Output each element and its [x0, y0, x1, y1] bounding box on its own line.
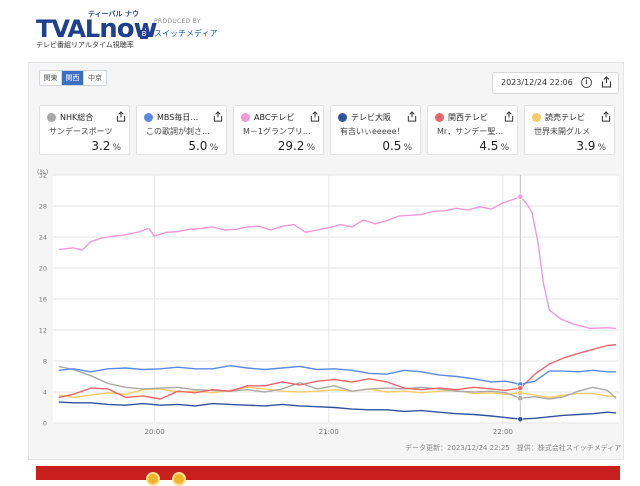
rating-unit: % [500, 143, 509, 153]
series-color-dot [532, 113, 541, 122]
coin-icon [146, 472, 160, 486]
hover-marker-0 [517, 395, 524, 402]
y-tick-label: 16 [39, 296, 47, 304]
station-name: 関西テレビ [448, 113, 488, 122]
x-tick-label: 22:00 [493, 428, 513, 435]
ratings-chart[interactable]: 0 4 8 12 16 20 24 28 32 (%) 20:00 21:00 22:00 [29, 167, 625, 436]
series-color-dot [144, 113, 153, 122]
share-icon[interactable] [213, 111, 223, 122]
series-color-dot [47, 113, 56, 122]
y-tick-label: 24 [39, 234, 47, 242]
share-icon[interactable] [601, 111, 611, 122]
y-tick-label: 4 [43, 389, 47, 397]
station-card-ktv[interactable]: 関西テレビ Mr．サンデー聖… 4.5% [427, 105, 518, 155]
program-title: サンデースポーツ [49, 127, 113, 136]
hover-marker-5 [517, 389, 524, 396]
rating-number: 5.0 [188, 139, 208, 153]
rating-value: 0.5% [382, 139, 412, 153]
program-title: この歌詞が刺さ… [146, 127, 210, 136]
logo-text: TVAL [36, 15, 100, 43]
logo-badge: B [140, 30, 148, 39]
logo-kana: ティーバル ナウ [88, 10, 139, 18]
share-icon[interactable] [116, 111, 126, 122]
series-color-dot [241, 113, 250, 122]
hover-marker-3 [517, 416, 524, 423]
rating-unit: % [209, 143, 218, 153]
share-icon[interactable] [310, 111, 320, 122]
rating-unit: % [403, 143, 412, 153]
share-icon[interactable] [407, 111, 417, 122]
tvalnow-logo[interactable]: ティーバル ナウ TVALnow B テレビ番組リアルタイム視聴率 [36, 8, 158, 50]
x-tick-label: 21:00 [319, 428, 339, 435]
share-icon[interactable] [601, 76, 612, 88]
rating-value: 3.2% [91, 139, 121, 153]
rating-unit: % [597, 143, 606, 153]
promo-banner[interactable] [36, 466, 620, 486]
series-line-3 [58, 401, 617, 420]
station-name: テレビ大阪 [351, 113, 391, 122]
y-axis-label: (%) [37, 168, 48, 176]
program-title: M－1グランプリ… [243, 127, 311, 136]
y-tick-label: 0 [43, 420, 47, 428]
station-card-ytv[interactable]: 読売テレビ 世界未開グルメ 3.9% [524, 105, 615, 155]
logo-wordmark: TVALnow [36, 14, 158, 44]
station-card-tvo[interactable]: テレビ大阪 有吉いぃeeeee！ 0.5% [330, 105, 421, 155]
series-line-2 [58, 196, 617, 330]
rating-unit: % [306, 143, 315, 153]
program-title: 世界未開グルメ [534, 127, 590, 136]
y-tick-label: 32 [39, 172, 47, 180]
share-icon[interactable] [504, 111, 514, 122]
y-tick-label: 20 [39, 265, 47, 273]
rating-value: 3.9% [576, 139, 606, 153]
rating-unit: % [112, 143, 121, 153]
rating-number: 4.5 [479, 139, 499, 153]
info-icon[interactable]: i [581, 77, 592, 88]
station-name: MBS毎日… [157, 113, 199, 122]
series-color-dot [338, 113, 347, 122]
data-update-note: データ更新：2023/12/24 22:25 提供：株式会社スイッチメディア [405, 444, 622, 452]
produced-by-label: PRODUCED BY [154, 18, 201, 25]
y-tick-label: 8 [43, 358, 47, 366]
series-line-1 [58, 365, 617, 385]
series-line-4 [58, 344, 617, 400]
program-title: Mr．サンデー聖… [437, 127, 504, 136]
rating-number: 29.2 [277, 139, 305, 153]
tab-kanto[interactable]: 関東 [40, 71, 62, 85]
ratings-line-chart[interactable]: 0 4 8 12 16 20 24 28 32(%) 20:00 21:00 22:00 [29, 167, 625, 436]
timestamp-text: 2023/12/24 22:06 [501, 78, 573, 87]
logo-subtitle: テレビ番組リアルタイム視聴率 [36, 41, 134, 49]
y-tick-label: 12 [39, 327, 47, 335]
ratings-panel: 関東 関西 中京 2023/12/24 22:06 i NHK総合 サンデースポ… [28, 62, 624, 460]
produced-by-block: PRODUCED BY スイッチメディア [154, 18, 217, 39]
tab-kansai[interactable]: 関西 [62, 71, 84, 85]
station-card-mbs[interactable]: MBS毎日… この歌詞が刺さ… 5.0% [136, 105, 227, 155]
rating-value: 5.0% [188, 139, 218, 153]
y-tick-label: 28 [39, 203, 47, 211]
hover-marker-2 [517, 193, 524, 200]
rating-number: 3.2 [91, 139, 111, 153]
timestamp-box: 2023/12/24 22:06 i [492, 72, 619, 94]
rating-number: 3.9 [576, 139, 596, 153]
station-name: NHK総合 [60, 113, 94, 122]
rating-value: 4.5% [479, 139, 509, 153]
producer-link[interactable]: スイッチメディア [154, 29, 218, 38]
series-color-dot [435, 113, 444, 122]
coin-icon [172, 472, 186, 486]
program-title: 有吉いぃeeeee！ [340, 127, 405, 136]
station-name: 読売テレビ [545, 113, 585, 122]
site-header: ティーバル ナウ TVALnow B テレビ番組リアルタイム視聴率 PRODUC… [36, 8, 436, 54]
region-tabs: 関東 関西 中京 [39, 70, 107, 86]
x-tick-label: 20:00 [144, 428, 164, 435]
series-line-0 [58, 365, 617, 400]
rating-value: 29.2% [278, 139, 315, 153]
rating-number: 0.5 [382, 139, 402, 153]
logo-now: now [99, 14, 157, 44]
station-card-nhk[interactable]: NHK総合 サンデースポーツ 3.2% [39, 105, 130, 155]
tab-chukyo[interactable]: 中京 [84, 71, 106, 85]
station-name: ABCテレビ [254, 113, 295, 122]
station-card-abc[interactable]: ABCテレビ M－1グランプリ… 29.2% [233, 105, 324, 155]
